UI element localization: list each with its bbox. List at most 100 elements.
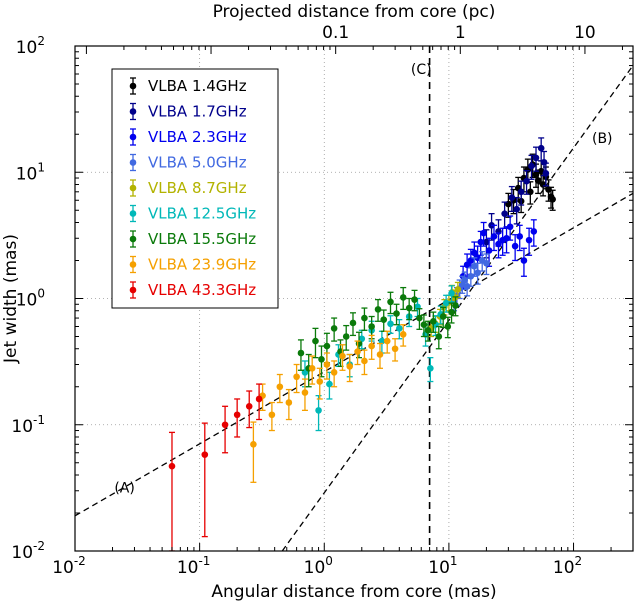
- y-tick-base: 10: [11, 417, 33, 437]
- x-tick-exponent: -1: [198, 554, 210, 568]
- x-tick-label: 100: [304, 554, 333, 578]
- data-point: [528, 162, 535, 170]
- data-point: [448, 308, 455, 316]
- y-axis-title: Jet width (mas): [1, 234, 21, 364]
- series-vlba-5.0ghz: [450, 251, 490, 312]
- data-point: [405, 304, 413, 312]
- data-point: [399, 294, 407, 301]
- data-point: [463, 282, 471, 290]
- y-tick-label: 100: [16, 287, 45, 311]
- data-point: [276, 383, 284, 391]
- y-tick-exponent: 2: [37, 34, 45, 48]
- data-point: [368, 323, 375, 330]
- data-point: [255, 395, 263, 403]
- data-point: [517, 188, 525, 196]
- data-point: [420, 321, 428, 329]
- x-tick-base: 10: [428, 558, 450, 578]
- data-point: [442, 299, 450, 307]
- x-tick-exponent: -2: [74, 554, 86, 568]
- data-point: [323, 342, 331, 350]
- y-tick-base: 10: [11, 543, 33, 563]
- data-point: [339, 352, 346, 360]
- data-point: [245, 403, 253, 410]
- legend-marker: [129, 184, 137, 192]
- x2-tick-label: 0.1: [322, 23, 349, 43]
- legend-marker: [129, 82, 137, 90]
- legend-entry: VLBA 5.0GHz: [148, 154, 247, 172]
- data-point: [316, 378, 324, 385]
- y-tick-base: 10: [16, 291, 38, 311]
- y-tick-exponent: 0: [37, 287, 45, 301]
- data-point: [380, 316, 388, 323]
- x-tick-exponent: 1: [450, 554, 458, 568]
- legend-entry: VLBA 2.3GHz: [148, 128, 247, 146]
- line-label-B: (B): [592, 131, 613, 147]
- data-point: [221, 421, 229, 429]
- data-point: [435, 333, 443, 340]
- data-point: [483, 238, 490, 246]
- y-tick-label: 10-1: [11, 413, 45, 437]
- data-point: [537, 144, 545, 152]
- legend-marker: [129, 159, 137, 166]
- data-point: [463, 261, 471, 269]
- data-point: [312, 337, 319, 345]
- data-point: [361, 357, 368, 365]
- x-tick-exponent: 2: [575, 554, 583, 568]
- data-point: [376, 351, 384, 358]
- data-point: [387, 320, 394, 328]
- x-tick-exponent: 0: [325, 554, 333, 568]
- data-point: [516, 233, 524, 240]
- data-point: [477, 238, 485, 246]
- data-point: [501, 210, 508, 217]
- legend-entry: VLBA 23.9GHz: [148, 256, 256, 274]
- data-point: [439, 313, 447, 320]
- data-point: [467, 257, 475, 264]
- data-point: [250, 441, 257, 448]
- y-tick-label: 102: [16, 34, 45, 58]
- data-point: [411, 296, 418, 303]
- data-point: [330, 325, 338, 332]
- data-point: [485, 247, 493, 254]
- x-tick-label: 10-1: [177, 554, 211, 578]
- line-A: [75, 192, 633, 517]
- data-point: [454, 286, 462, 293]
- legend: VLBA 1.4GHz VLBA 1.7GHz VLBA 2.3GHz VLBA 5.…: [111, 68, 279, 309]
- data-point: [374, 306, 382, 313]
- data-point: [508, 194, 516, 201]
- x-tick-label: 101: [428, 554, 457, 578]
- data-point: [383, 337, 391, 345]
- x-tick-label: 102: [553, 554, 582, 578]
- data-point: [520, 257, 528, 264]
- legend-entry: VLBA 1.7GHz: [148, 103, 247, 121]
- data-point: [480, 229, 487, 237]
- legend-entry: VLBA 12.5GHz: [148, 205, 256, 223]
- data-point: [297, 349, 305, 357]
- data-point: [530, 228, 538, 235]
- x-tick-label: 10-2: [52, 554, 86, 578]
- data-point: [361, 314, 368, 322]
- data-point: [495, 240, 502, 248]
- series-vlba-1.7ghz: [483, 137, 550, 259]
- data-point: [534, 177, 542, 184]
- data-point: [527, 188, 534, 196]
- data-point: [525, 236, 533, 244]
- data-point: [506, 223, 514, 231]
- data-point: [318, 355, 325, 363]
- data-point: [233, 411, 241, 419]
- y-tick-base: 10: [16, 164, 38, 184]
- x2-tick-label: 10: [574, 23, 596, 43]
- legend-marker: [129, 108, 137, 115]
- y-tick-exponent: -2: [33, 539, 45, 553]
- data-point: [483, 260, 490, 267]
- legend-marker: [129, 286, 137, 294]
- data-point: [523, 177, 530, 185]
- axis-labels: Angular distance from core (mas) Project…: [1, 2, 497, 602]
- legend-entry: VLBA 8.7GHz: [148, 179, 247, 197]
- data-point: [549, 196, 556, 203]
- data-point: [346, 363, 354, 370]
- data-point: [471, 262, 478, 270]
- data-point: [285, 399, 293, 406]
